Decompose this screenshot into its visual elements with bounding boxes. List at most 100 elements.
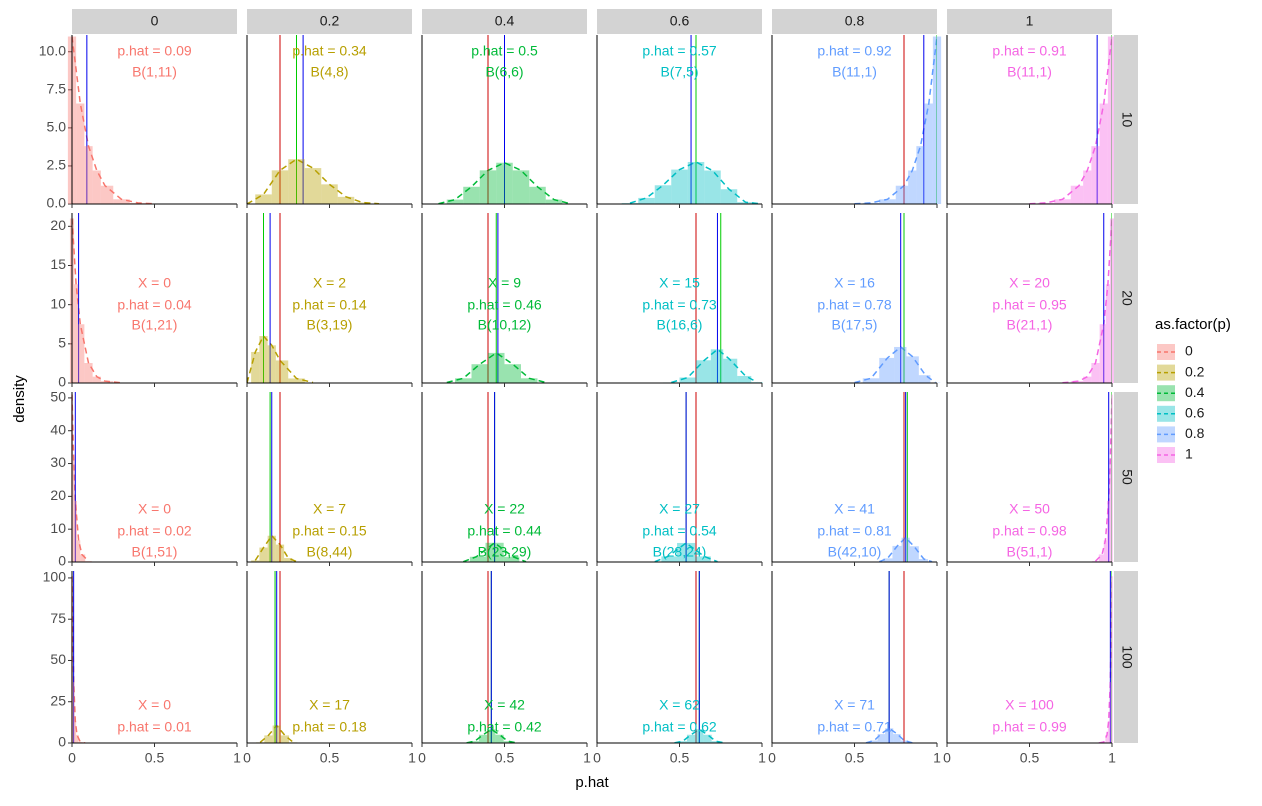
row-strip-label: 100 [1119, 645, 1135, 669]
column-strip-label: 0.6 [670, 13, 690, 29]
annotation: B(1,51) [132, 544, 178, 560]
annotation: B(11,1) [1007, 64, 1052, 80]
histogram-bar [1111, 576, 1113, 743]
annotation: B(3,19) [307, 317, 353, 333]
annotation: p.hat = 0.92 [817, 43, 892, 59]
x-tick-label: 0.5 [495, 750, 515, 766]
histogram-bar [878, 734, 885, 743]
histogram-bar [480, 170, 497, 204]
histogram-bar [76, 104, 84, 204]
legend-label: 0.8 [1185, 425, 1205, 441]
y-tick-label: 30 [50, 454, 66, 470]
histogram-bar [305, 168, 322, 204]
panel [675, 571, 725, 743]
y-tick-label: 7.5 [47, 81, 67, 97]
histogram-bar [896, 186, 908, 204]
histogram-bar [101, 186, 113, 204]
histogram-bar [268, 345, 276, 383]
annotation: B(17,5) [832, 317, 878, 333]
histogram-bar [93, 171, 101, 204]
y-axis-label: density [11, 375, 28, 423]
histogram-bar [276, 545, 284, 562]
histogram-bar [321, 184, 338, 204]
column-strip-label: 0.2 [320, 13, 340, 29]
annotation: p.hat = 0.99 [992, 719, 1067, 735]
histogram-bar [1091, 363, 1099, 383]
histogram-bar [73, 682, 75, 743]
annotation: p.hat = 0.02 [117, 523, 192, 539]
histogram-bar [1105, 735, 1107, 743]
annotation: B(28,24) [653, 544, 707, 560]
histogram-bar [276, 360, 288, 383]
histogram-bar [1108, 721, 1110, 743]
annotation: X = 9 [488, 275, 521, 291]
annotation: p.hat = 0.46 [467, 297, 542, 313]
histogram-bar [863, 378, 880, 383]
panel [255, 392, 296, 562]
histogram-bar [288, 378, 305, 383]
annotation: B(8,44) [307, 544, 353, 560]
histogram-bar [281, 735, 289, 743]
annotation: X = 2 [313, 275, 346, 291]
histogram-bar [893, 734, 900, 743]
x-tick-label: 0.5 [145, 750, 165, 766]
annotation: p.hat = 0.71 [817, 719, 892, 735]
annotation: B(16,6) [657, 317, 703, 333]
histogram-bar [505, 364, 522, 383]
annotation: X = 22 [484, 501, 525, 517]
y-tick-label: 75 [50, 610, 66, 626]
histogram-bar [680, 378, 697, 383]
histogram-bar [268, 536, 276, 562]
histogram-bar [638, 198, 655, 204]
y-tick-label: 20 [50, 487, 66, 503]
x-tick-label: 0.5 [845, 750, 865, 766]
histogram-bar [80, 554, 85, 562]
histogram-bar [687, 735, 695, 743]
y-tick-label: 5.0 [47, 119, 67, 135]
annotation: p.hat = 0.15 [292, 523, 367, 539]
histogram-bar [1104, 540, 1107, 562]
histogram-bar [513, 170, 530, 204]
histogram-bar [479, 735, 487, 743]
y-tick-label: 50 [50, 389, 66, 405]
histogram-bar [703, 735, 711, 743]
annotation: B(11,1) [832, 64, 877, 80]
annotation: p.hat = 0.44 [467, 523, 542, 539]
histogram-bar [76, 735, 78, 743]
panel [866, 571, 912, 743]
column-strip-label: 1 [1026, 13, 1034, 29]
y-tick-label: 25 [50, 692, 66, 708]
x-tick-label: 1 [233, 750, 241, 766]
histogram-bar [910, 546, 919, 562]
x-tick-label: 1 [583, 750, 591, 766]
histogram-bar [463, 187, 480, 204]
histogram-bar [259, 548, 267, 562]
row-strip-label: 10 [1119, 112, 1135, 128]
histogram-bar [74, 721, 76, 743]
x-tick-label: 0 [68, 750, 76, 766]
histogram-bar [711, 349, 723, 383]
annotation: X = 62 [659, 697, 700, 713]
legend-label: 0.6 [1185, 405, 1205, 421]
histogram-bar [251, 352, 259, 383]
annotation: B(4,8) [310, 64, 348, 80]
annotation: p.hat = 0.73 [642, 297, 717, 313]
y-tick-label: 20 [50, 217, 66, 233]
histogram-bar [721, 189, 738, 204]
annotation: p.hat = 0.62 [642, 719, 717, 735]
annotation: X = 0 [138, 275, 171, 291]
histogram-bar [259, 336, 267, 383]
histogram-bar [737, 376, 751, 383]
x-tick-label: 0.5 [320, 750, 340, 766]
column-strip-label: 0.4 [495, 13, 515, 29]
annotation: X = 41 [834, 501, 875, 517]
annotation: p.hat = 0.57 [642, 43, 717, 59]
y-tick-label: 0 [58, 374, 66, 390]
annotation: X = 27 [659, 501, 700, 517]
y-tick-label: 100 [43, 569, 67, 585]
annotation: p.hat = 0.95 [992, 297, 1067, 313]
annotation: B(23,29) [478, 544, 532, 560]
annotation: X = 42 [484, 697, 525, 713]
row-strip-label: 20 [1119, 290, 1135, 306]
